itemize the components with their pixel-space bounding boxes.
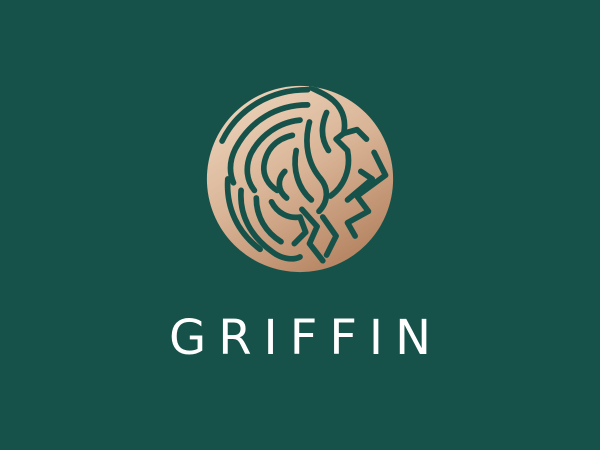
emblem-line-work xyxy=(219,85,389,264)
griffin-emblem-icon xyxy=(206,85,394,273)
brand-wordmark: GRIFFIN xyxy=(169,310,443,366)
